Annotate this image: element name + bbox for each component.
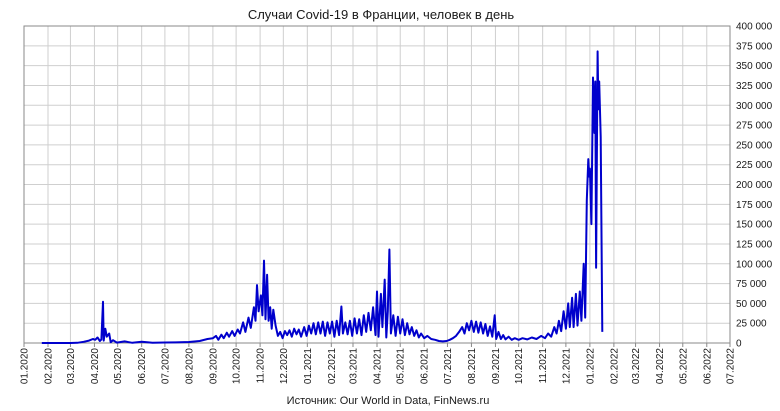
x-tick-label: 12.2021 — [561, 348, 572, 385]
y-tick-label: 150 000 — [736, 220, 773, 231]
y-axis: 0 25 000 50 000 75 000 100 000 125 000 150 000… — [736, 22, 773, 350]
x-tick-label: 06.2022 — [702, 348, 713, 385]
x-tick-label: 07.2021 — [443, 348, 454, 385]
x-tick-label: 05.2021 — [396, 348, 407, 385]
y-tick-label: 325 000 — [736, 81, 773, 92]
x-tick-label: 09.2021 — [491, 348, 502, 385]
y-tick-label: 250 000 — [736, 140, 773, 151]
x-tick-label: 09.2020 — [208, 348, 219, 385]
y-tick-label: 225 000 — [736, 160, 773, 171]
x-tick-label: 01.2021 — [303, 348, 314, 385]
y-tick-label: 200 000 — [736, 180, 773, 191]
x-tick-label: 05.2020 — [113, 348, 124, 385]
y-tick-label: 25 000 — [736, 319, 767, 330]
x-tick-label: 10.2020 — [232, 348, 243, 385]
x-tick-label: 06.2021 — [420, 348, 431, 385]
series-area — [41, 50, 604, 344]
chart-title: Случаи Covid-19 в Франции, человек в ден… — [248, 7, 515, 22]
source-note: Источник: Our World in Data, FinNews.ru — [287, 395, 490, 407]
x-tick-label: 07.2020 — [160, 348, 171, 385]
x-tick-label: 07.2022 — [726, 348, 737, 385]
x-tick-label: 04.2022 — [655, 348, 666, 385]
y-tick-label: 0 — [736, 339, 742, 350]
y-tick-label: 175 000 — [736, 200, 773, 211]
y-tick-label: 300 000 — [736, 101, 773, 112]
x-tick-label: 05.2022 — [678, 348, 689, 385]
x-tick-label: 08.2021 — [467, 348, 478, 385]
x-tick-label: 08.2020 — [184, 348, 195, 385]
x-tick-label: 06.2020 — [137, 348, 148, 385]
x-tick-label: 02.2020 — [43, 348, 54, 385]
x-tick-label: 03.2020 — [66, 348, 77, 385]
y-tick-label: 125 000 — [736, 239, 773, 250]
y-tick-label: 400 000 — [736, 22, 773, 33]
series-line — [41, 50, 604, 344]
gridlines — [23, 25, 731, 344]
x-axis: 01.2020 02.2020 03.2020 04.2020 05.2020 06.20… — [20, 343, 737, 384]
x-tick-label: 03.2021 — [349, 348, 360, 385]
y-tick-label: 375 000 — [736, 41, 773, 52]
y-tick-label: 100 000 — [736, 259, 773, 270]
x-tick-label: 01.2022 — [585, 348, 596, 385]
x-tick-label: 01.2020 — [20, 348, 31, 385]
x-tick-label: 04.2021 — [373, 348, 384, 385]
y-tick-label: 50 000 — [736, 299, 767, 310]
y-tick-label: 350 000 — [736, 61, 773, 72]
x-tick-label: 02.2022 — [609, 348, 620, 385]
x-tick-label: 11.2021 — [538, 348, 549, 384]
y-tick-label: 75 000 — [736, 279, 767, 290]
x-tick-label: 02.2021 — [327, 348, 338, 385]
x-tick-label: 12.2020 — [279, 348, 290, 385]
x-tick-label: 11.2020 — [256, 348, 267, 384]
x-tick-label: 10.2021 — [514, 348, 525, 385]
y-tick-label: 275 000 — [736, 121, 773, 132]
x-tick-label: 04.2020 — [90, 348, 101, 385]
x-tick-label: 03.2022 — [631, 348, 642, 385]
